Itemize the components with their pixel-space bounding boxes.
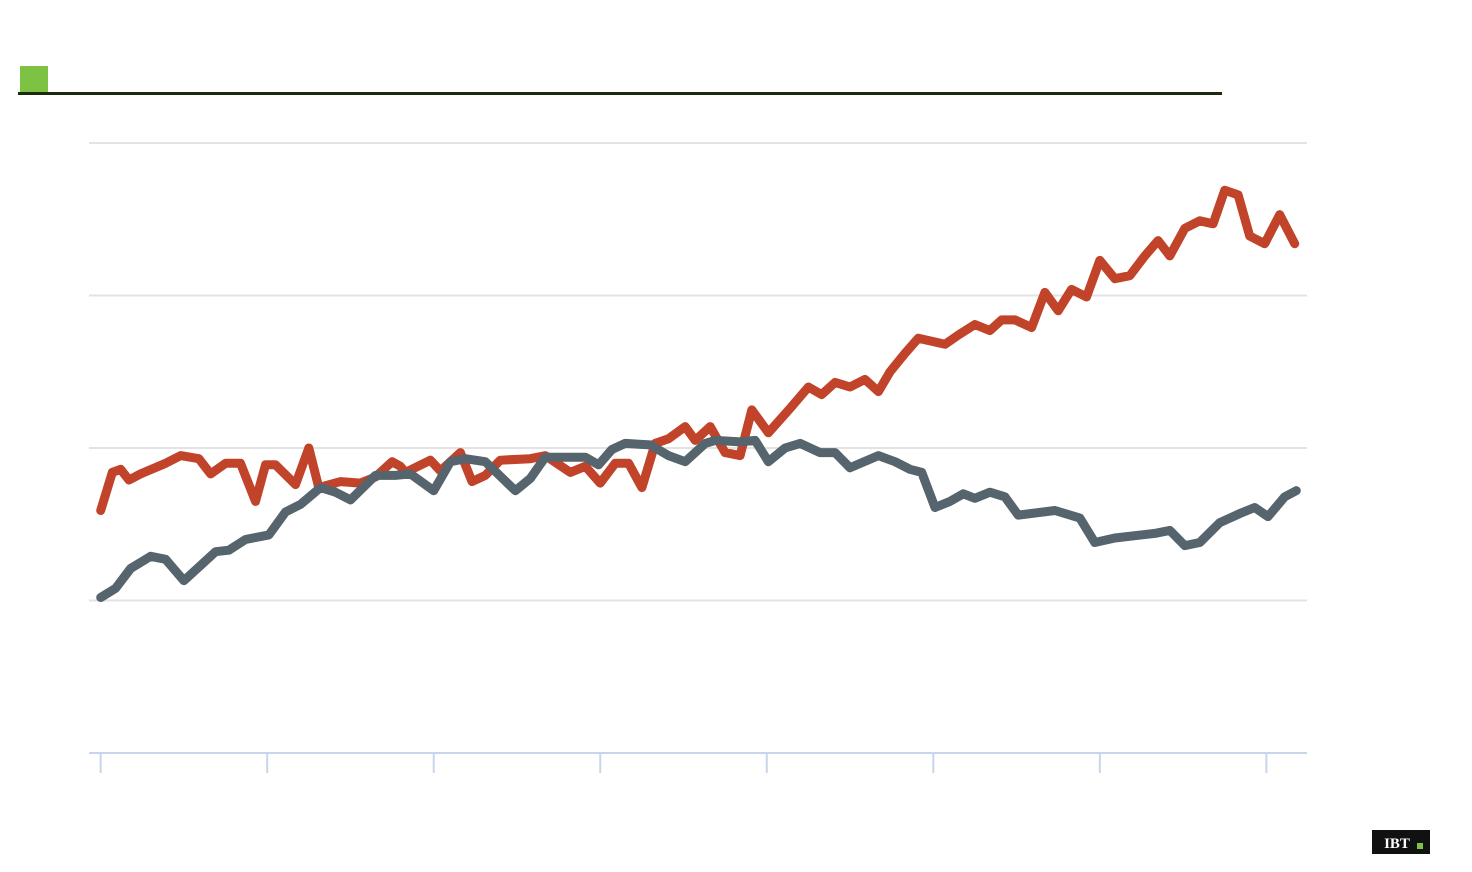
logo: IBT (1384, 836, 1410, 852)
line-series (96, 435, 1301, 602)
line-series (96, 185, 1300, 515)
logo-box (1372, 830, 1430, 854)
logo-dot (1417, 843, 1423, 849)
header-marker (20, 66, 48, 92)
